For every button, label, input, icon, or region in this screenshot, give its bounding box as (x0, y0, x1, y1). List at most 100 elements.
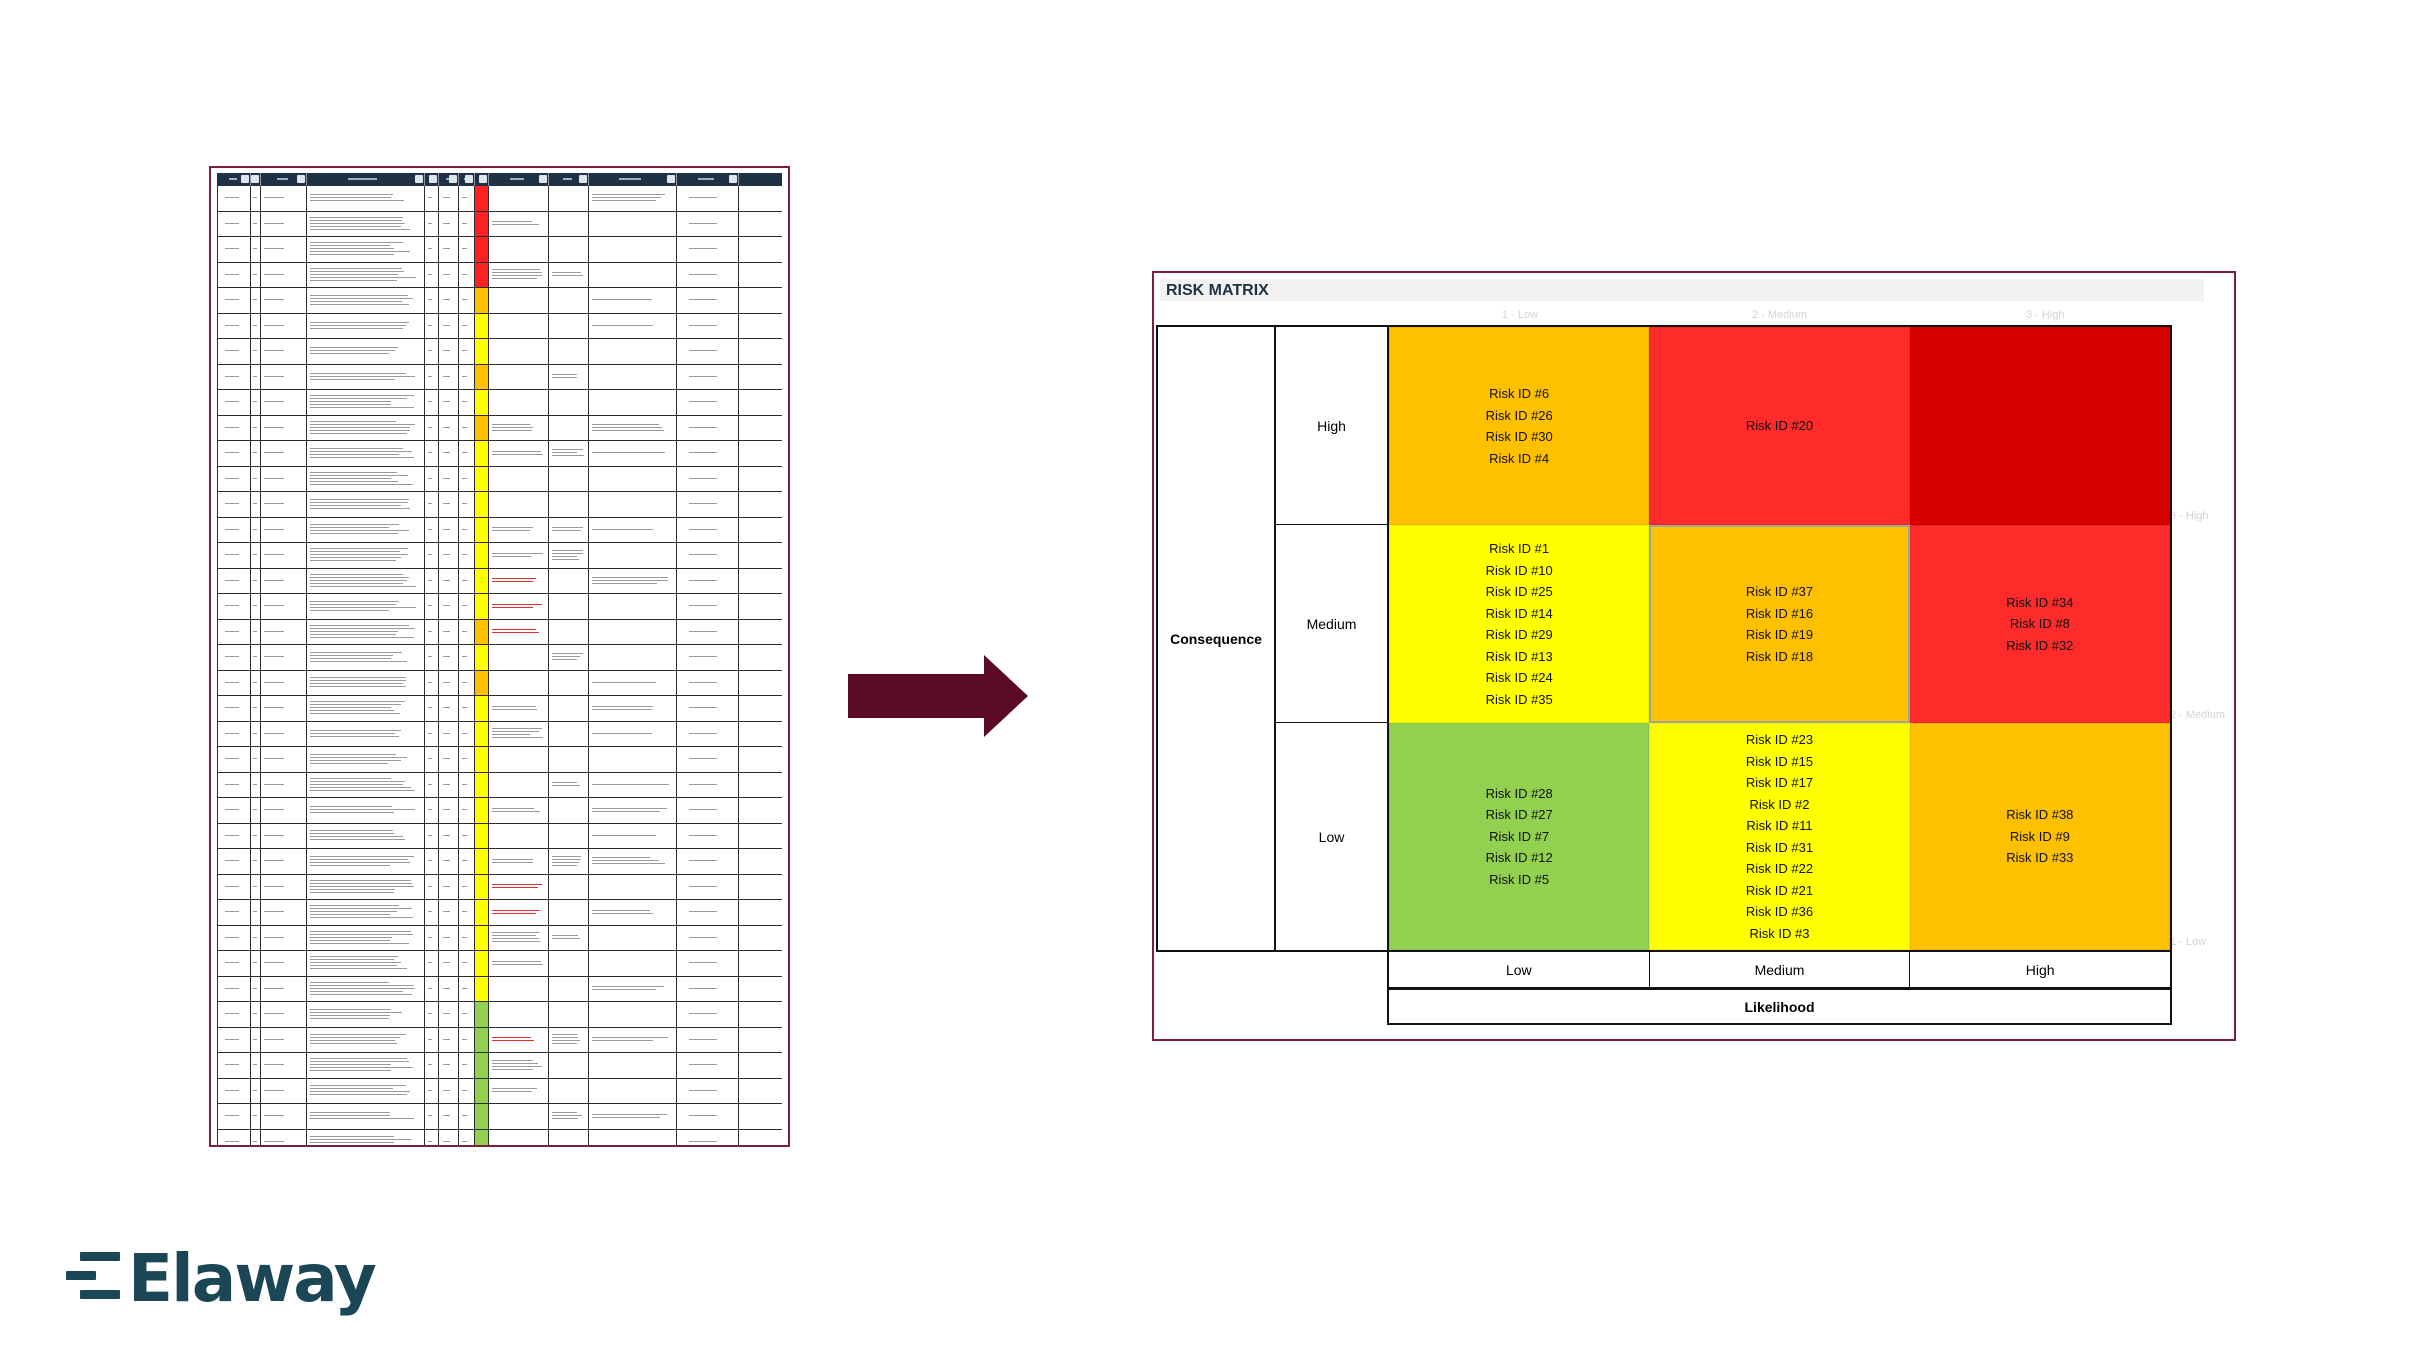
register-header-cell[interactable] (489, 173, 549, 186)
register-row (217, 543, 782, 569)
rating-swatch (475, 772, 488, 797)
rating-swatch (475, 594, 488, 619)
register-header-cell[interactable] (307, 173, 425, 186)
register-header-cell[interactable] (251, 173, 261, 186)
risk-id-label: Risk ID #31 (1745, 839, 1814, 855)
risk-id-label: Risk ID #27 (1485, 807, 1553, 823)
risk-id-label: Risk ID #33 (2006, 850, 2074, 866)
risk-id-label: Risk ID #37 (1745, 584, 1814, 599)
risk-id-label: Risk ID #21 (1745, 882, 1814, 898)
register-row (217, 441, 782, 467)
rating-swatch (475, 670, 488, 695)
register-row (217, 951, 782, 977)
rating-swatch (475, 237, 488, 262)
rating-swatch (475, 364, 488, 389)
risk-id-label: Risk ID #2 (1749, 796, 1810, 812)
register-row (217, 262, 782, 288)
risk-id-label: Risk ID #38 (2006, 807, 2074, 823)
register-row (217, 772, 782, 798)
risk-id-label: Risk ID #23 (1745, 732, 1814, 747)
risk-id-label: Risk ID #7 (1489, 828, 1550, 844)
risk-id-label: Risk ID #13 (1485, 648, 1553, 664)
matrix-cell-high-consequence-medium-likelihood[interactable]: Risk ID #20 (1649, 327, 1910, 525)
matrix-cell-low-consequence-low-likelihood[interactable]: Risk ID #28 Risk ID #27 Risk ID #7 Risk ID … (1389, 723, 1650, 950)
faint-col-label-low: 1 - Low (1502, 309, 1539, 321)
risk-id-label: Risk ID #28 (1485, 785, 1553, 801)
risk-id-label: Risk ID #18 (1745, 648, 1814, 664)
rating-swatch (475, 1027, 488, 1052)
matrix-cell-medium-consequence-medium-likelihood[interactable]: Risk ID #37 Risk ID #16 Risk ID #19 Risk ID… (1649, 525, 1910, 723)
risk-id-label: Risk ID #1 (1489, 541, 1550, 556)
rating-swatch (475, 186, 488, 211)
risk-id-label: Risk ID #16 (1745, 605, 1814, 621)
register-row (217, 721, 782, 747)
faint-row-label-high: 3 - High (2170, 510, 2209, 522)
register-header-cell[interactable] (475, 173, 489, 186)
rating-swatch (475, 1104, 488, 1129)
register-header-cell[interactable] (261, 173, 307, 186)
matrix-cell-high-consequence-low-likelihood[interactable]: Risk ID #6 Risk ID #26 Risk ID #30 Risk ID … (1389, 327, 1650, 525)
consequence-level-high: High (1276, 327, 1387, 525)
register-header-cell[interactable] (589, 173, 677, 186)
matrix-cell-low-consequence-high-likelihood[interactable]: Risk ID #38 Risk ID #9 Risk ID #33 (1909, 723, 2170, 950)
register-header-cell[interactable] (459, 173, 475, 186)
logo-mark-icon (66, 1252, 120, 1304)
register-row (217, 1078, 782, 1104)
risk-id-label: Risk ID #3 (1749, 925, 1810, 941)
risk-id-label: Risk ID #19 (1745, 627, 1814, 642)
register-row (217, 670, 782, 696)
register-header-cell[interactable] (217, 173, 251, 186)
register-row (217, 1129, 782, 1145)
elaway-logo: Elaway (66, 1240, 377, 1318)
register-row (217, 568, 782, 594)
rating-swatch (475, 874, 488, 899)
faint-row-label-low: 1 - Low (2170, 936, 2207, 948)
rating-swatch (475, 492, 488, 517)
register-row (217, 390, 782, 416)
register-header-cell[interactable] (677, 173, 739, 186)
register-row (217, 925, 782, 951)
register-header-cell[interactable] (425, 173, 439, 186)
rating-swatch (475, 441, 488, 466)
matrix-cell-high-consequence-high-likelihood[interactable] (1909, 327, 2170, 525)
matrix-cell-medium-consequence-low-likelihood[interactable]: Risk ID #1 Risk ID #10 Risk ID #25 Risk ID … (1389, 525, 1650, 723)
register-row (217, 874, 782, 900)
rating-swatch (475, 517, 488, 542)
rating-swatch (475, 645, 488, 670)
risk-id-label: Risk ID #32 (2006, 637, 2074, 653)
risk-id-label: Risk ID #17 (1745, 775, 1814, 790)
rating-swatch (475, 849, 488, 874)
register-row (217, 594, 782, 620)
rating-swatch (475, 543, 488, 568)
register-row (217, 466, 782, 492)
likelihood-axis: Low Medium High (1387, 952, 2172, 989)
rating-swatch (475, 313, 488, 338)
register-row (217, 849, 782, 875)
risk-id-label: Risk ID #35 (1485, 691, 1553, 707)
register-row (217, 517, 782, 543)
risk-id-label: Risk ID #36 (1745, 904, 1814, 919)
risk-id-label: Risk ID #8 (2009, 616, 2070, 632)
register-header-cell[interactable] (439, 173, 459, 186)
faint-col-label-medium: 2 - Medium (1752, 309, 1808, 321)
matrix-cell-medium-consequence-high-likelihood[interactable]: Risk ID #34 Risk ID #8 Risk ID #32 (1909, 525, 2170, 723)
register-header-cell[interactable] (549, 173, 589, 186)
register-row (217, 492, 782, 518)
rating-swatch (475, 798, 488, 823)
register-row (217, 823, 782, 849)
risk-id-label: Risk ID #4 (1489, 450, 1550, 466)
register-row (217, 415, 782, 441)
register-row (217, 976, 782, 1002)
matrix-title: RISK MATRIX (1166, 282, 1269, 299)
register-row (217, 237, 782, 263)
matrix-cell-low-consequence-medium-likelihood[interactable]: Risk ID #23 Risk ID #15 Risk ID #17 Risk ID… (1649, 723, 1910, 950)
consequence-axis: Consequence High Medium Low (1156, 325, 1387, 952)
faint-col-label-high: 3 - High (2026, 309, 2065, 321)
rating-swatch (475, 925, 488, 950)
consequence-level-low: Low (1318, 828, 1345, 845)
risk-id-label: Risk ID #29 (1485, 627, 1553, 642)
rating-swatch (475, 823, 488, 848)
rating-swatch (475, 951, 488, 976)
register-row (217, 747, 782, 773)
consequence-title: Consequence (1158, 327, 1276, 950)
